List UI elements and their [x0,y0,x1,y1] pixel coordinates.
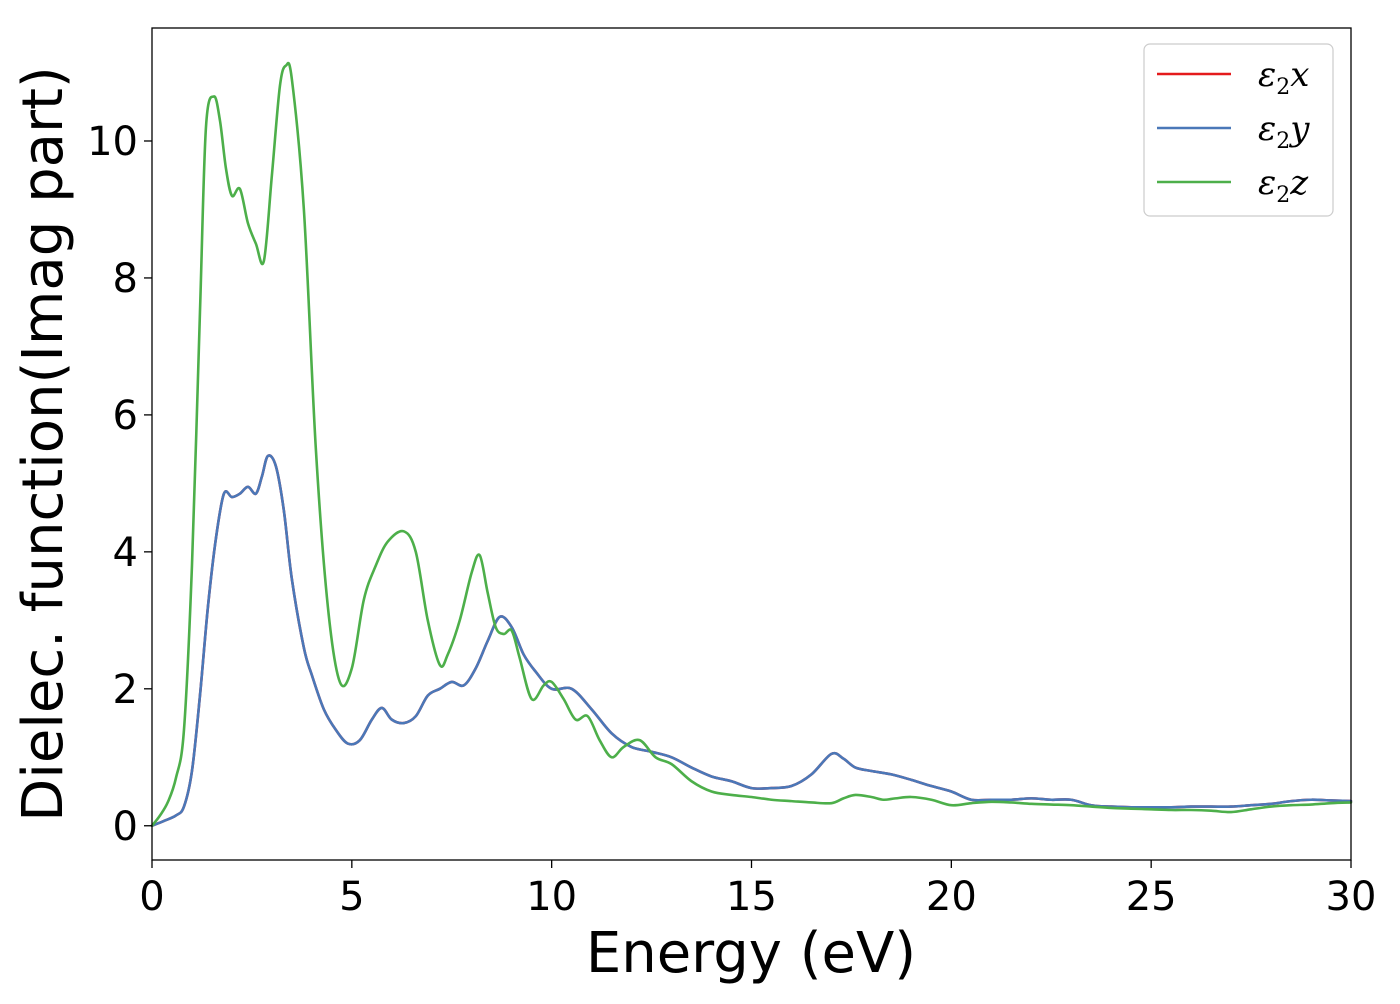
legend-subscript: 2 [1276,75,1290,100]
legend-variable: y [1288,109,1310,149]
series-line-y [150,454,1353,828]
y-tick-label: 8 [113,256,138,302]
y-tick-label: 0 [113,804,138,850]
y-tick-label: 10 [87,119,138,165]
y-tick-label: 4 [113,530,138,576]
x-axis-ticks: 0 5 10 15 20 25 30 [139,860,1376,920]
legend-label-y: ε2y [1258,109,1310,154]
legend-variable: x [1290,55,1309,95]
x-tick-label: 30 [1326,874,1377,920]
series-layer [150,61,1353,828]
y-tick-label: 6 [113,393,138,439]
x-axis-label: Energy (eV) [586,921,916,986]
x-tick-label: 15 [726,874,777,920]
x-tick-label: 0 [139,874,164,920]
legend-variable: z [1289,163,1309,203]
series-line-z [150,61,1353,828]
legend-box [1143,43,1334,217]
x-tick-label: 5 [339,874,364,920]
y-axis-ticks: 0 2 4 6 8 10 [87,119,152,850]
legend-label-z: ε2z [1258,163,1309,208]
x-tick-label: 25 [1126,874,1177,920]
legend-label-x: ε2x [1258,55,1309,100]
legend-subscript: 2 [1276,183,1290,208]
y-tick-label: 2 [113,667,138,713]
legend-subscript: 2 [1276,129,1290,154]
legend-symbol: ε [1258,109,1276,149]
x-tick-label: 20 [926,874,977,920]
legend-symbol: ε [1258,163,1276,203]
legend-symbol: ε [1258,55,1276,95]
y-axis-label: Dielec. function(Imag part) [11,66,76,822]
x-tick-label: 10 [526,874,577,920]
